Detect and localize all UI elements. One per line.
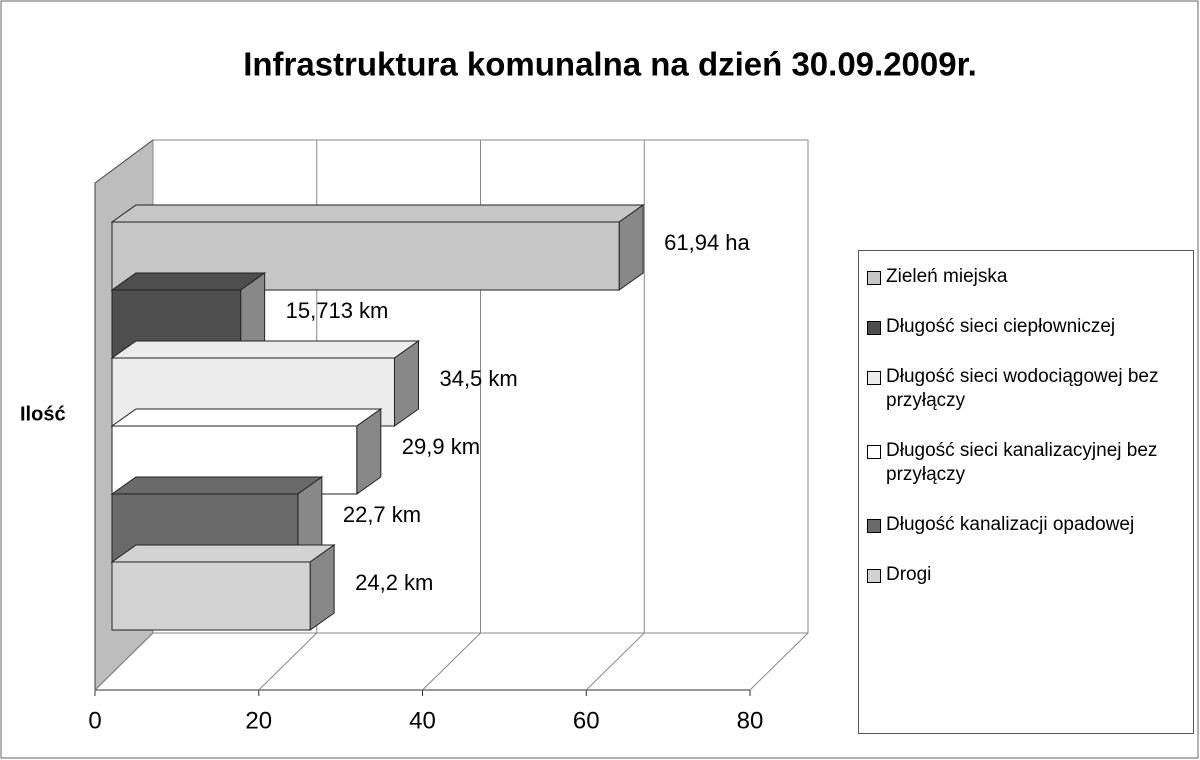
grid-line [585, 140, 645, 691]
legend-swatch [867, 271, 881, 285]
grid-line [422, 140, 481, 691]
x-tick-label: 20 [245, 707, 272, 734]
legend: Zieleń miejska Długość sieci ciepłownicze… [858, 250, 1194, 734]
legend-label: Długość sieci kanalizacyjnej bez przyłąc… [886, 440, 1158, 485]
legend-label: Drogi [886, 564, 932, 585]
chart-title: Infrastruktura komunalna na dzień 30.09.… [243, 46, 977, 83]
bar-top [110, 340, 421, 359]
value-label: 24,2 km [355, 570, 433, 595]
legend-item: Zieleń miejska [867, 265, 1193, 289]
legend-item: Drogi [867, 563, 1193, 587]
legend-swatch [867, 569, 881, 583]
x-tick-label: 0 [88, 707, 101, 734]
value-label: 29,9 km [402, 434, 480, 459]
bar-top [110, 476, 324, 495]
bar-top [110, 272, 267, 291]
bar-front [111, 561, 311, 631]
value-label: 22,7 km [343, 502, 421, 527]
category-label: Ilość [20, 403, 66, 425]
bar-top [110, 544, 336, 563]
legend-label: Zieleń miejska [886, 266, 1008, 287]
legend-swatch [867, 519, 881, 533]
grid-line [258, 140, 318, 691]
bar-top [110, 408, 383, 427]
grid-line [749, 140, 809, 691]
legend-item: Długość sieci kanalizacyjnej bez przyłąc… [867, 439, 1193, 487]
value-label: 15,713 km [286, 298, 389, 323]
legend-item: Długość sieci ciepłowniczej [867, 315, 1193, 339]
legend-label: Długość sieci ciepłowniczej [886, 316, 1116, 337]
legend-label: Długość sieci wodociągowej bez przyłączy [886, 366, 1159, 411]
value-label: 61,94 ha [664, 230, 750, 255]
x-tick-label: 60 [573, 707, 600, 734]
x-tick-label: 40 [409, 707, 436, 734]
legend-item: Długość kanalizacji opadowej [867, 513, 1193, 537]
bar-top [110, 204, 645, 223]
legend-label: Długość kanalizacji opadowej [886, 514, 1135, 535]
legend-swatch [867, 321, 881, 335]
legend-swatch [867, 371, 881, 385]
value-label: 34,5 km [439, 366, 517, 391]
legend-item: Długość sieci wodociągowej bez przyłączy [867, 365, 1193, 413]
bar [110, 544, 336, 631]
x-tick-label: 80 [737, 707, 764, 734]
legend-swatch [867, 445, 881, 459]
